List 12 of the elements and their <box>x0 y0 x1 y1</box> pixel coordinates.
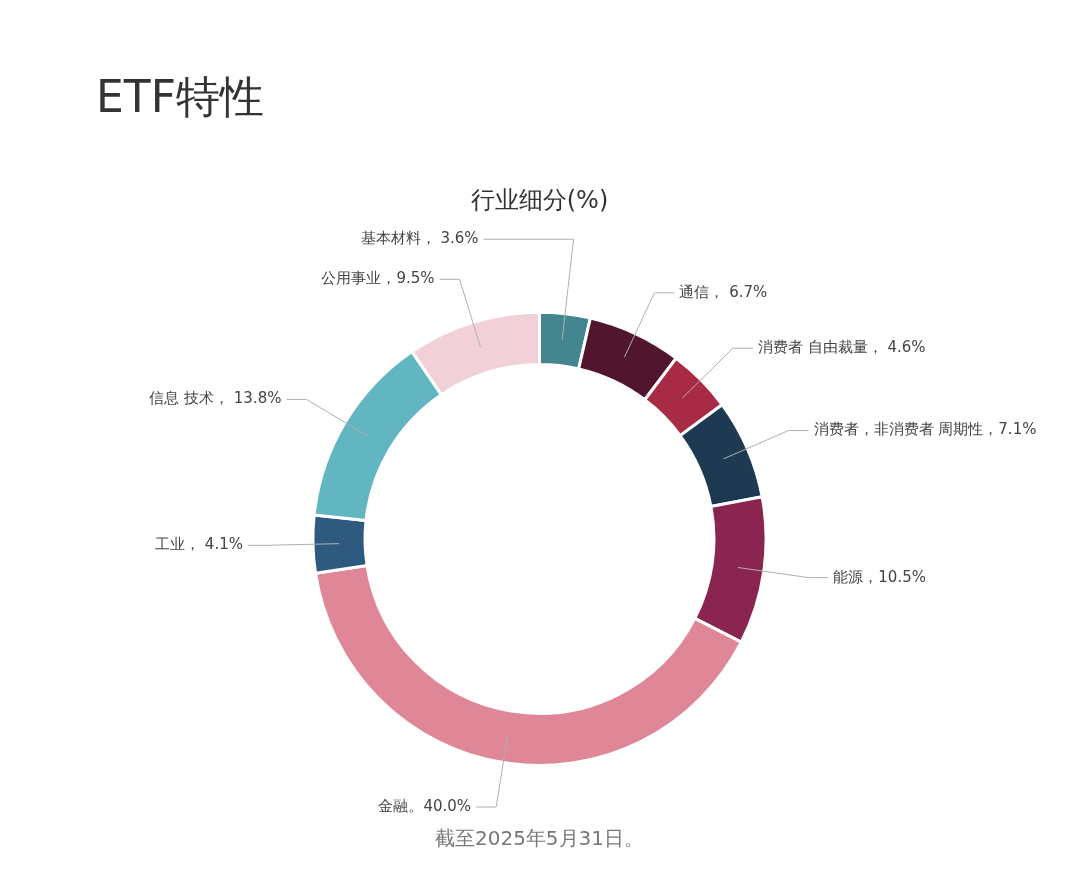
slice-label: 信息 技术， 13.8% <box>149 389 282 408</box>
slice-label: 消费者，非消费者 周期性，7.1% <box>813 420 1037 439</box>
slice-label: 金融。40.0% <box>378 796 472 815</box>
slice-label: 工业， 4.1% <box>155 535 243 554</box>
slice-label: 能源，10.5% <box>833 567 926 586</box>
chart-title: ETF特性 <box>95 70 265 124</box>
slice-label: 通信， 6.7% <box>679 282 768 301</box>
chart-subtitle: 行业细分(%) <box>470 185 609 214</box>
text: 截至2025年5月31日。 <box>433 825 646 852</box>
slice-label: 公用事业，9.5% <box>321 269 435 288</box>
slice-label: 消费者 自由裁量， 4.6% <box>757 338 926 357</box>
slice-label: 基本材料， 3.6% <box>360 229 479 248</box>
